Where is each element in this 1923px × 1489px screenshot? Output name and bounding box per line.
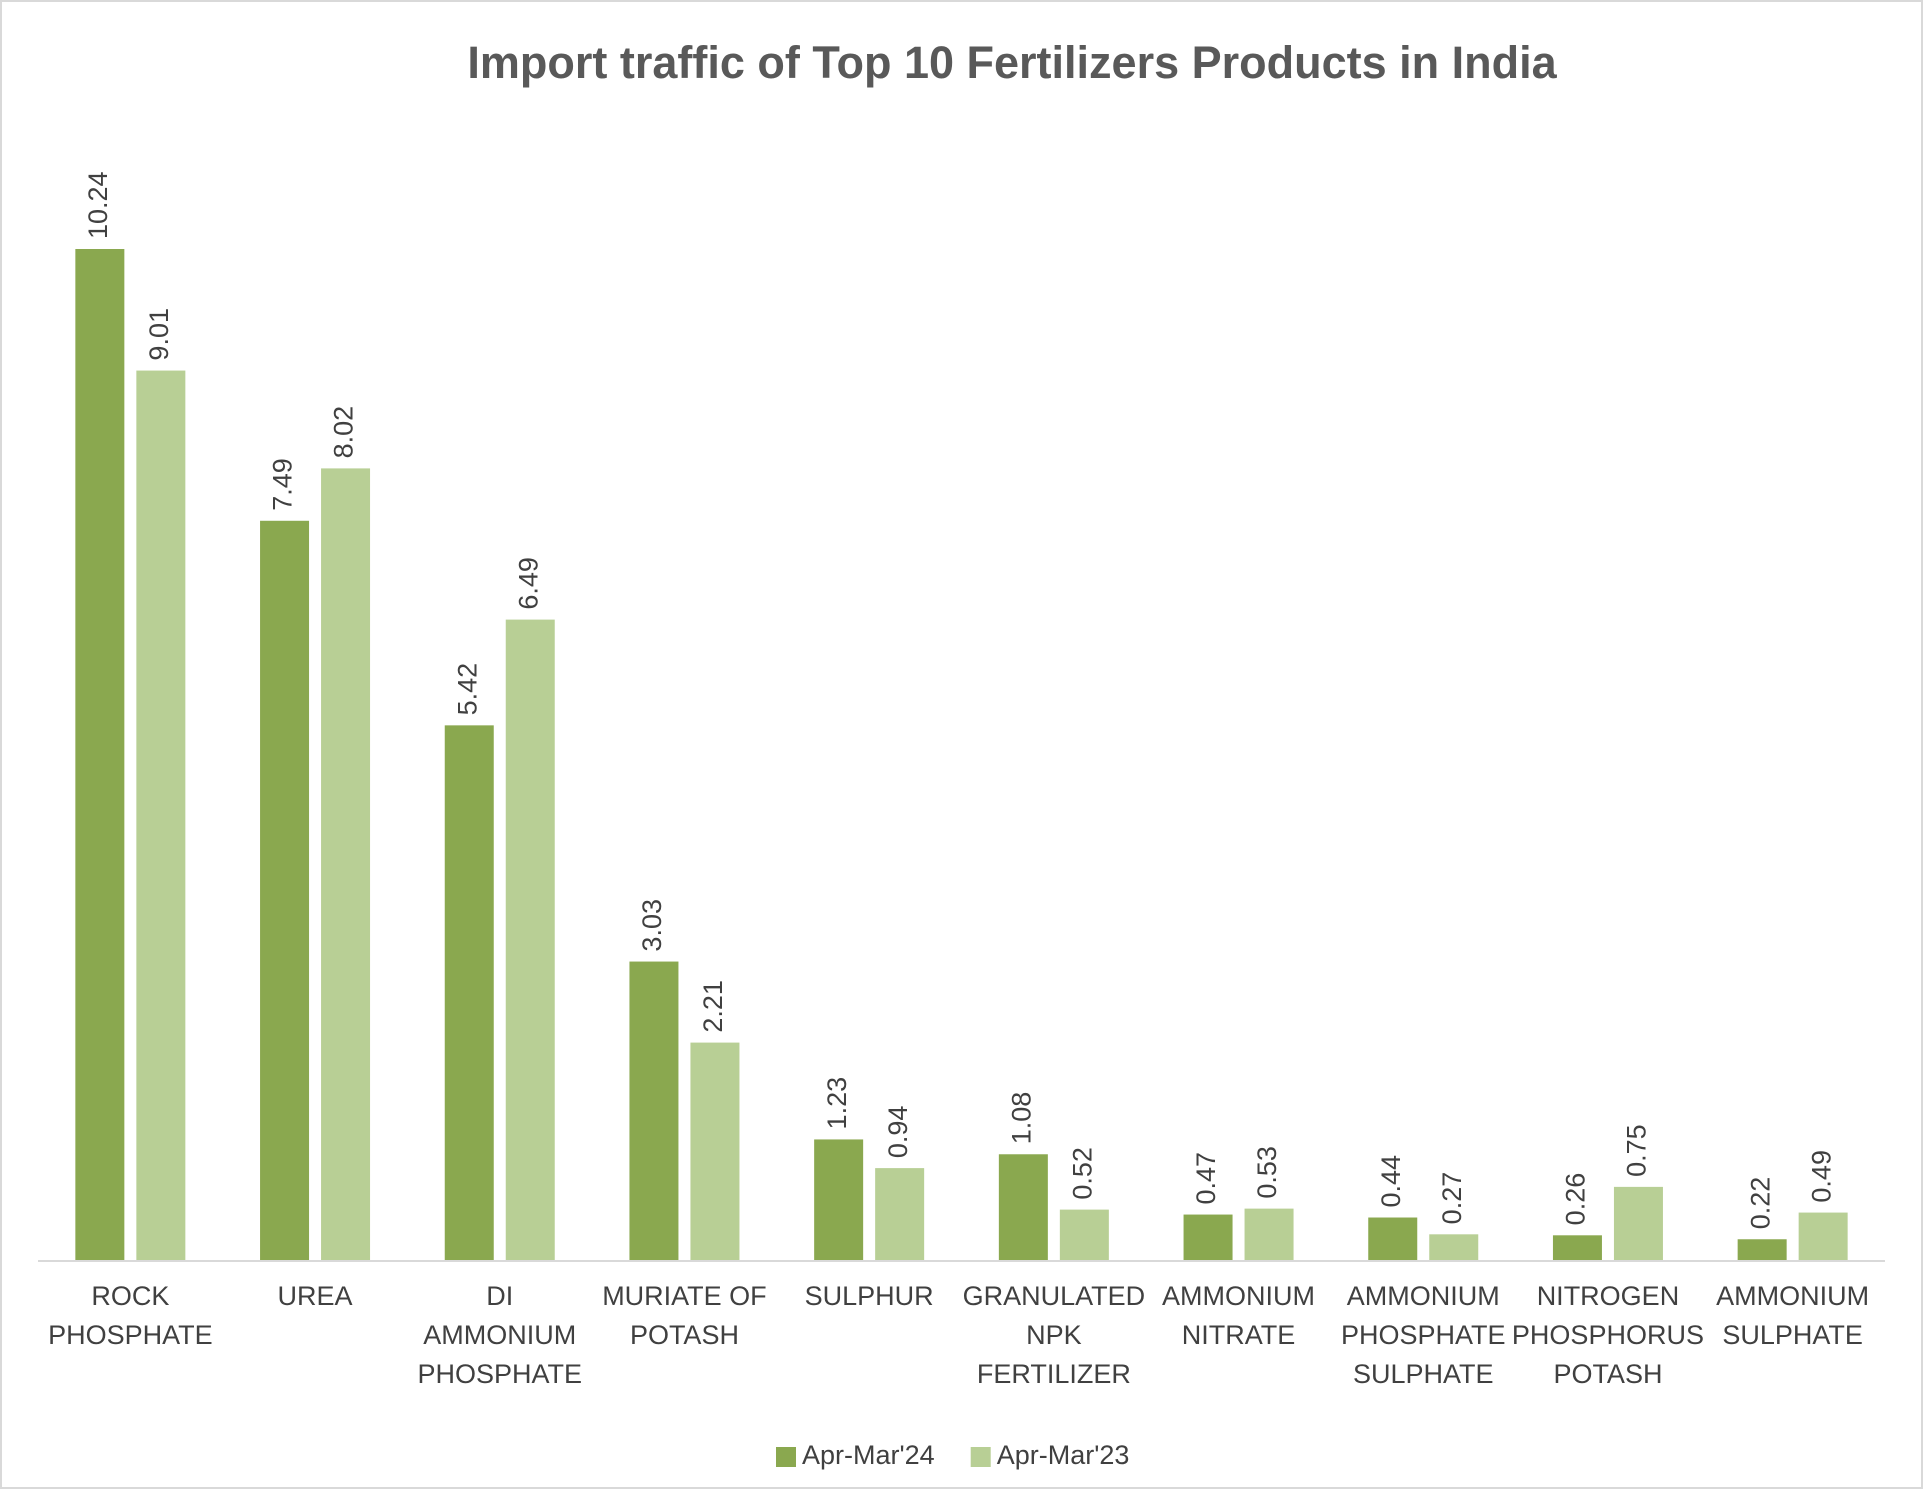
bar xyxy=(875,1168,925,1261)
x-tick-label: ROCK PHOSPHATE xyxy=(48,1281,213,1350)
bar xyxy=(1059,1209,1109,1261)
bar xyxy=(1368,1217,1418,1261)
bar xyxy=(1429,1234,1479,1261)
bar xyxy=(629,961,679,1261)
x-tick-label: SULPHUR xyxy=(805,1281,934,1311)
x-tick-label: NITROGEN PHOSPHORUS POTASH xyxy=(1512,1281,1704,1389)
bar xyxy=(260,520,310,1261)
data-label: 8.02 xyxy=(329,406,359,459)
x-tick-label: MURIATE OF POTASH xyxy=(602,1281,767,1350)
data-label: 6.49 xyxy=(513,557,543,610)
bar xyxy=(1183,1214,1233,1261)
data-label: 9.01 xyxy=(144,308,174,361)
data-label: 0.49 xyxy=(1806,1150,1836,1203)
x-tick-label: AMMONIUM PHOSPHATE SULPHATE xyxy=(1341,1281,1506,1389)
legend-swatch xyxy=(776,1447,796,1467)
bar xyxy=(1244,1208,1294,1261)
bar xyxy=(1613,1186,1663,1261)
data-label: 5.42 xyxy=(452,663,482,716)
data-label: 0.26 xyxy=(1561,1173,1591,1226)
bar xyxy=(1737,1239,1787,1261)
legend-swatch xyxy=(970,1447,991,1467)
legend-label: Apr-Mar'24 xyxy=(802,1440,935,1470)
bar xyxy=(444,725,494,1261)
data-label: 1.23 xyxy=(822,1077,852,1130)
bar xyxy=(1798,1212,1848,1261)
data-label: 0.44 xyxy=(1376,1155,1406,1208)
bar xyxy=(998,1154,1048,1261)
bar xyxy=(136,370,186,1261)
data-label: 0.22 xyxy=(1745,1177,1775,1230)
data-label: 0.52 xyxy=(1067,1147,1097,1200)
data-label: 3.03 xyxy=(637,899,667,952)
x-tick-label: DI AMMONIUM PHOSPHATE xyxy=(417,1281,582,1389)
data-label: 0.47 xyxy=(1191,1152,1221,1205)
bar xyxy=(1552,1235,1602,1261)
x-tick-label: GRANULATED NPK FERTILIZER xyxy=(963,1281,1146,1389)
data-label: 0.75 xyxy=(1622,1124,1652,1177)
x-tick-label: UREA xyxy=(278,1281,353,1311)
chart-title: Import traffic of Top 10 Fertilizers Pro… xyxy=(467,37,1557,88)
data-label: 10.24 xyxy=(83,171,113,239)
data-label: 7.49 xyxy=(268,458,298,511)
data-label: 0.53 xyxy=(1252,1146,1282,1199)
data-label: 1.08 xyxy=(1006,1092,1036,1145)
bar xyxy=(505,619,555,1261)
data-label: 0.94 xyxy=(883,1106,913,1159)
bar xyxy=(814,1139,864,1261)
data-label: 0.27 xyxy=(1437,1172,1467,1225)
bar xyxy=(75,249,125,1261)
x-tick-label: AMMONIUM NITRATE xyxy=(1162,1281,1315,1350)
data-label: 2.21 xyxy=(698,980,728,1033)
x-tick-label: AMMONIUM SULPHATE xyxy=(1716,1281,1869,1350)
bar xyxy=(321,468,371,1261)
bar xyxy=(690,1042,740,1261)
legend-label: Apr-Mar'23 xyxy=(997,1440,1130,1470)
